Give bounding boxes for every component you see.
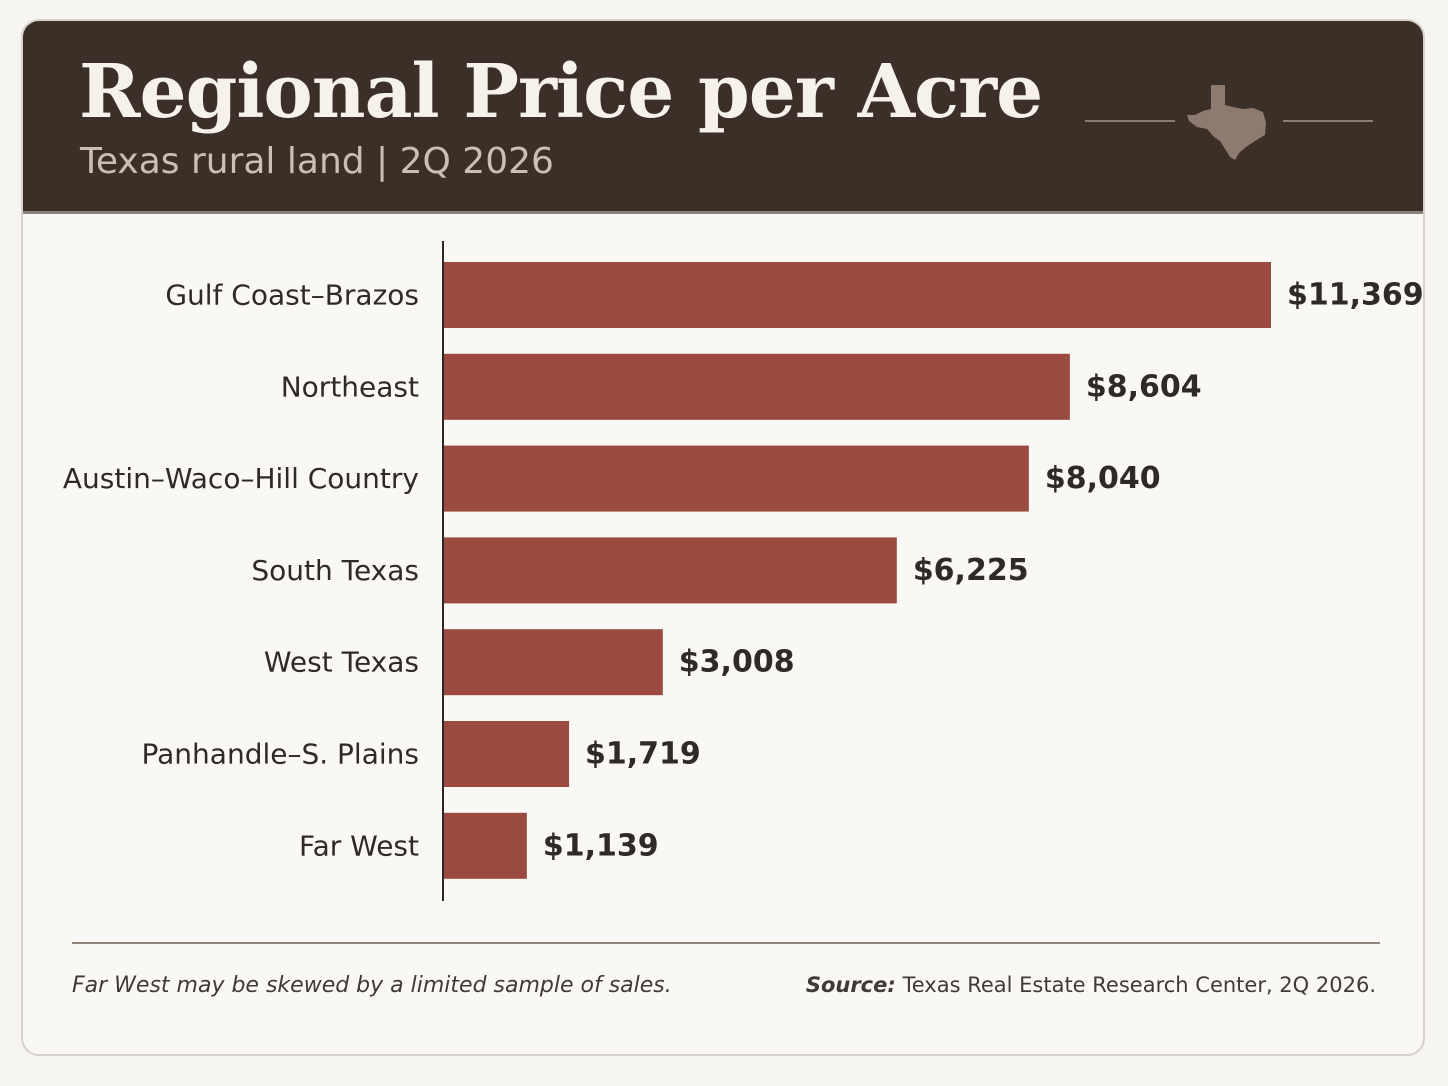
bar-5 (444, 721, 570, 787)
category-label-5: Panhandle–S. Plains (142, 738, 419, 771)
category-label-1: Northeast (281, 370, 419, 403)
texas-shape (1187, 85, 1266, 160)
bar-1 (444, 353, 1070, 420)
chart-subtitle: Texas rural land | 2Q 2026 (80, 141, 554, 182)
bar-3 (444, 537, 897, 604)
category-label-0: Gulf Coast–Brazos (165, 279, 419, 312)
texas-map-icon (1085, 85, 1373, 160)
value-label-2: $8,040 (1045, 461, 1161, 496)
category-label-4: West Texas (264, 646, 419, 679)
category-label-6: Far West (299, 829, 419, 862)
value-label-6: $1,139 (543, 828, 659, 863)
chart-title: Regional Price per Acre (79, 49, 1043, 135)
value-label-1: $8,604 (1086, 369, 1202, 404)
bar-0 (444, 262, 1271, 328)
bar-chart: Gulf Coast–Brazos $11,369 Northeast $8,604 A… (63, 241, 1424, 901)
source-label: Source: (805, 973, 896, 997)
footnote: Far West may be skewed by a limited samp… (72, 973, 672, 998)
bar-4 (444, 629, 663, 696)
category-label-2: Austin–Waco–Hill Country (63, 462, 419, 495)
chart-header: Regional Price per Acre Texas rural land… (23, 21, 1423, 214)
bar-6 (444, 812, 527, 879)
value-label-4: $3,008 (679, 645, 795, 680)
source-credit: Source: Texas Real Estate Research Cente… (806, 973, 1376, 997)
value-label-0: $11,369 (1287, 278, 1424, 313)
source-text: Texas Real Estate Research Center, 2Q 20… (902, 973, 1376, 997)
footer-divider (72, 942, 1380, 944)
bar-2 (444, 445, 1029, 512)
value-label-5: $1,719 (585, 737, 701, 772)
value-label-3: $6,225 (913, 553, 1029, 588)
chart-card: Regional Price per Acre Texas rural land… (21, 19, 1425, 1056)
category-label-3: South Texas (251, 554, 419, 587)
